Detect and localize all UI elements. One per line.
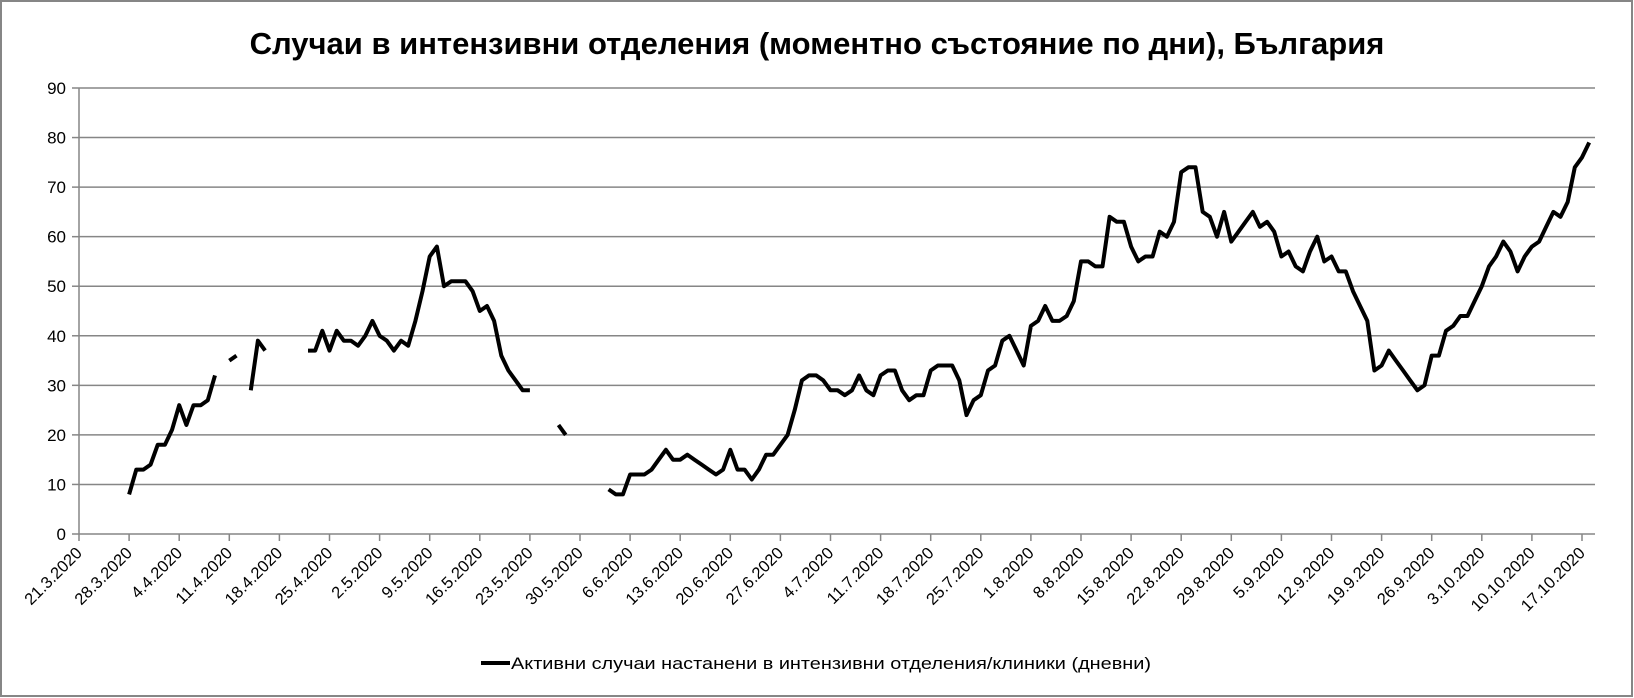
y-tick-label: 30 [47,376,66,395]
y-tick-label: 70 [47,178,66,197]
y-tick-label: 90 [47,79,66,98]
series-line-segment [308,244,530,393]
series-line-segment [607,141,1592,497]
y-tick-label: 40 [47,327,66,346]
series-line-segment [228,353,238,363]
gridlines [79,87,1595,486]
y-tick-label: 10 [47,475,66,494]
series-lines [127,141,1592,497]
y-tick-label: 0 [57,525,66,544]
legend-label: Активни случаи настанени в интензивни от… [511,654,1151,673]
y-axis: 0 10 20 30 40 50 60 70 80 90 [47,79,80,544]
series-line-segment [556,423,568,437]
y-tick-label: 50 [47,277,66,296]
chart-title: Случаи в интензивни отделения (моментно … [250,26,1385,61]
series-line-segment [248,338,267,391]
series-line-segment [127,374,217,495]
legend: Активни случаи настанени в интензивни от… [481,654,1151,673]
y-tick-label: 60 [47,228,66,247]
y-tick-label: 20 [47,426,66,445]
y-tick-label: 80 [47,129,66,148]
